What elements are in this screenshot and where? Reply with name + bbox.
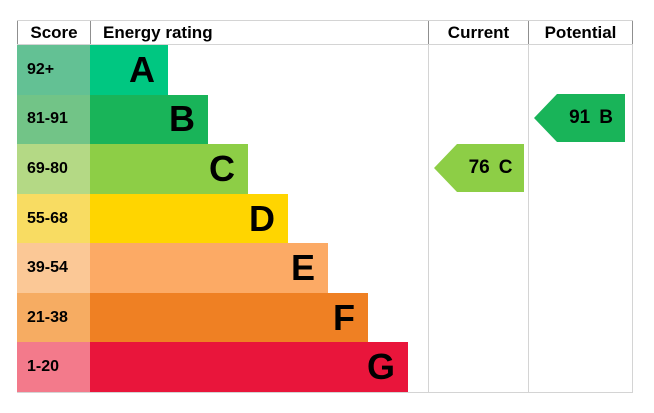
header-score: Score (17, 21, 90, 44)
header-energy-rating-label: Energy rating (103, 22, 213, 42)
band-score-range: 92+ (27, 60, 55, 78)
band-letter: G (366, 346, 395, 388)
band-bar: G (90, 342, 408, 393)
band-letter: E (290, 247, 315, 289)
band-bar: B (90, 94, 208, 145)
band-score-cell: 39-54 (17, 243, 90, 293)
band-row-d: 55-68 D (17, 193, 632, 244)
potential-rating-value: 91 (569, 107, 591, 128)
epc-table: Score Energy rating Current Potential 92… (17, 20, 633, 393)
band-score-cell: 69-80 (17, 144, 90, 194)
header-current: Current (428, 21, 528, 44)
header-potential-label: Potential (544, 22, 617, 42)
band-letter: D (249, 197, 275, 239)
band-letter: B (169, 98, 195, 140)
epc-header-row: Score Energy rating Current Potential (17, 20, 633, 45)
band-bar: D (90, 193, 288, 244)
band-score-range: 1-20 (27, 358, 60, 376)
band-letter: F (333, 296, 355, 338)
band-row-f: 21-38 F (17, 292, 632, 343)
band-row-a: 92+ A (17, 45, 632, 95)
band-row-b: 81-91 B (17, 94, 632, 145)
band-bar: F (90, 292, 368, 343)
band-row-e: 39-54 E (17, 243, 632, 293)
header-potential: Potential (528, 21, 633, 44)
current-rating-band: C (498, 157, 513, 178)
band-score-cell: 92+ (17, 45, 90, 95)
band-letter: C (209, 147, 235, 189)
header-current-label: Current (447, 22, 510, 42)
band-bar: C (90, 144, 248, 194)
band-score-range: 69-80 (27, 159, 68, 177)
band-bar: E (90, 243, 328, 293)
epc-body: 92+ A 81-91 B 69-80 (17, 45, 633, 393)
potential-rating-band: B (599, 107, 613, 128)
current-column-divider (428, 45, 429, 392)
header-score-label: Score (30, 22, 78, 42)
band-bar: A (90, 45, 168, 95)
band-score-cell: 21-38 (17, 292, 90, 343)
band-score-range: 81-91 (27, 110, 68, 128)
band-score-range: 39-54 (27, 259, 68, 277)
band-score-cell: 1-20 (17, 342, 90, 393)
band-score-range: 55-68 (27, 209, 68, 227)
header-energy-rating: Energy rating (90, 21, 428, 44)
band-row-g: 1-20 G (17, 342, 632, 393)
current-rating-value: 76 (468, 157, 490, 178)
band-score-cell: 55-68 (17, 193, 90, 244)
band-score-cell: 81-91 (17, 94, 90, 145)
band-score-range: 21-38 (27, 308, 68, 326)
band-letter: A (129, 48, 155, 90)
band-rows: 92+ A 81-91 B 69-80 (17, 45, 632, 393)
potential-column-divider (528, 45, 529, 392)
band-row-c: 69-80 C (17, 144, 632, 194)
